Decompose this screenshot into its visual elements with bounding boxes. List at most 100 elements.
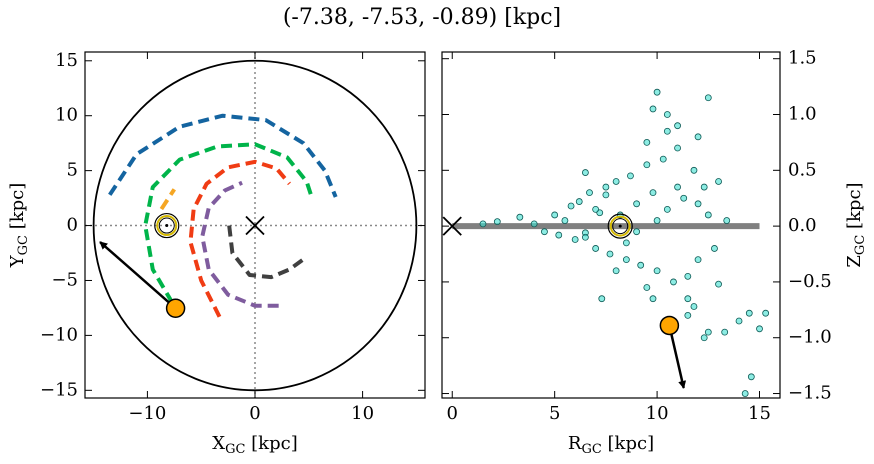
velocity-arrow — [99, 241, 177, 310]
spiral-arm — [200, 180, 279, 308]
sun-ring — [156, 215, 178, 237]
scatter-point — [690, 166, 698, 174]
scatter-point — [649, 295, 657, 303]
scatter-point — [653, 88, 661, 96]
cross-stroke — [245, 215, 265, 236]
scatter-point — [756, 325, 763, 333]
scatter-point — [633, 228, 641, 236]
scatter-point — [555, 231, 563, 239]
scatter-point — [637, 261, 645, 269]
scatter-point — [653, 267, 661, 275]
axis-label-unit: [kpc] — [844, 182, 865, 234]
axis-label: XGC [kpc] — [212, 433, 297, 457]
galaxy-boundary — [92, 59, 418, 392]
scatter-point — [704, 211, 712, 219]
x-tick-label: 0 — [447, 403, 458, 424]
scatter-point — [674, 144, 681, 152]
scatter-point — [643, 161, 651, 169]
scatter-point — [643, 139, 651, 146]
y-tick-label: −1.0 — [788, 327, 832, 348]
scatter-point — [674, 122, 681, 130]
axis-label: YGC [kpc] — [7, 183, 31, 269]
star-marker — [659, 315, 680, 336]
axis-label-sub: GC — [853, 235, 868, 255]
sun-ring — [154, 212, 180, 239]
scatter-point — [680, 194, 688, 202]
spiral-arm — [188, 159, 291, 318]
scatter-point — [704, 94, 712, 102]
scatter-point — [627, 172, 634, 180]
sun-ring — [609, 215, 631, 237]
scatter-point — [659, 155, 667, 163]
axis-label-unit: [kpc] — [602, 433, 654, 454]
scatter-point — [721, 328, 729, 336]
scatter-point — [649, 189, 657, 197]
scatter-point — [602, 183, 610, 191]
axis-label-main: X — [212, 433, 225, 454]
scatter-point — [612, 178, 620, 185]
scatter-point — [715, 178, 722, 185]
figure-title: (-7.38, -7.53, -0.89) [kpc] — [283, 5, 561, 30]
y-tick-label: 1.5 — [788, 48, 817, 69]
spiral-arm — [159, 188, 176, 211]
x-tick-label: 5 — [549, 403, 560, 424]
sun-ring — [158, 217, 175, 234]
scatter-point — [747, 373, 755, 381]
scatter-point — [674, 183, 681, 191]
axes-frame — [441, 51, 781, 399]
spiral-arm — [108, 113, 338, 198]
scatter-point — [700, 334, 708, 342]
y-tick-label: 0.5 — [788, 159, 817, 180]
y-tick-label: 0 — [67, 215, 78, 236]
scatter-point — [700, 183, 708, 191]
scatter-point — [575, 198, 583, 205]
scatter-point — [741, 390, 749, 397]
scatter-point — [551, 211, 559, 219]
sun-marker — [607, 213, 633, 239]
y-tick-label: −15 — [40, 379, 78, 400]
scatter-point — [694, 133, 702, 141]
scatter-point — [581, 233, 589, 241]
scatter-point — [592, 205, 600, 213]
scatter-point — [663, 205, 671, 213]
sun-marker — [154, 212, 180, 239]
galactic-center — [245, 215, 265, 236]
y-tick-label: 15 — [55, 50, 78, 71]
scatter-point — [670, 278, 677, 286]
axis-label: ZGC [kpc] — [844, 182, 868, 267]
axis-label-sub: GC — [16, 235, 31, 255]
axis-label-main: R — [568, 433, 582, 454]
scatter-point — [567, 202, 575, 210]
scatter-point — [735, 317, 743, 325]
scatter-point — [723, 217, 731, 224]
x-tick-label: 15 — [748, 403, 771, 424]
star-marker — [165, 298, 186, 319]
scatter-point — [663, 111, 671, 118]
spiral-arm — [143, 142, 314, 304]
y-tick-label: −5 — [51, 269, 78, 290]
velocity-arrow — [668, 325, 687, 389]
scatter-point — [561, 217, 569, 224]
scatter-point — [745, 309, 753, 317]
y-tick-label: 10 — [55, 105, 78, 126]
sun-dot — [165, 224, 169, 228]
y-tick-label: −1.5 — [788, 383, 832, 404]
scatter-point — [612, 267, 620, 275]
scatter-point — [762, 309, 770, 317]
scatter-point — [690, 303, 698, 310]
y-tick-label: 0.0 — [788, 215, 817, 236]
scatter-point — [541, 228, 548, 236]
scatter-point — [643, 284, 651, 291]
scatter-point — [711, 245, 718, 252]
scatter-point — [653, 217, 661, 224]
galactic-center — [442, 216, 462, 236]
scatter-point — [516, 213, 524, 221]
scatter-point — [663, 127, 671, 135]
scatter-point — [586, 189, 593, 197]
axis-label-unit: [kpc] — [7, 183, 28, 235]
scatter-point — [622, 239, 630, 247]
x-tick-label: 10 — [351, 403, 374, 424]
x-tick-label: −10 — [128, 403, 166, 424]
axis-label-main: Y — [7, 254, 28, 268]
